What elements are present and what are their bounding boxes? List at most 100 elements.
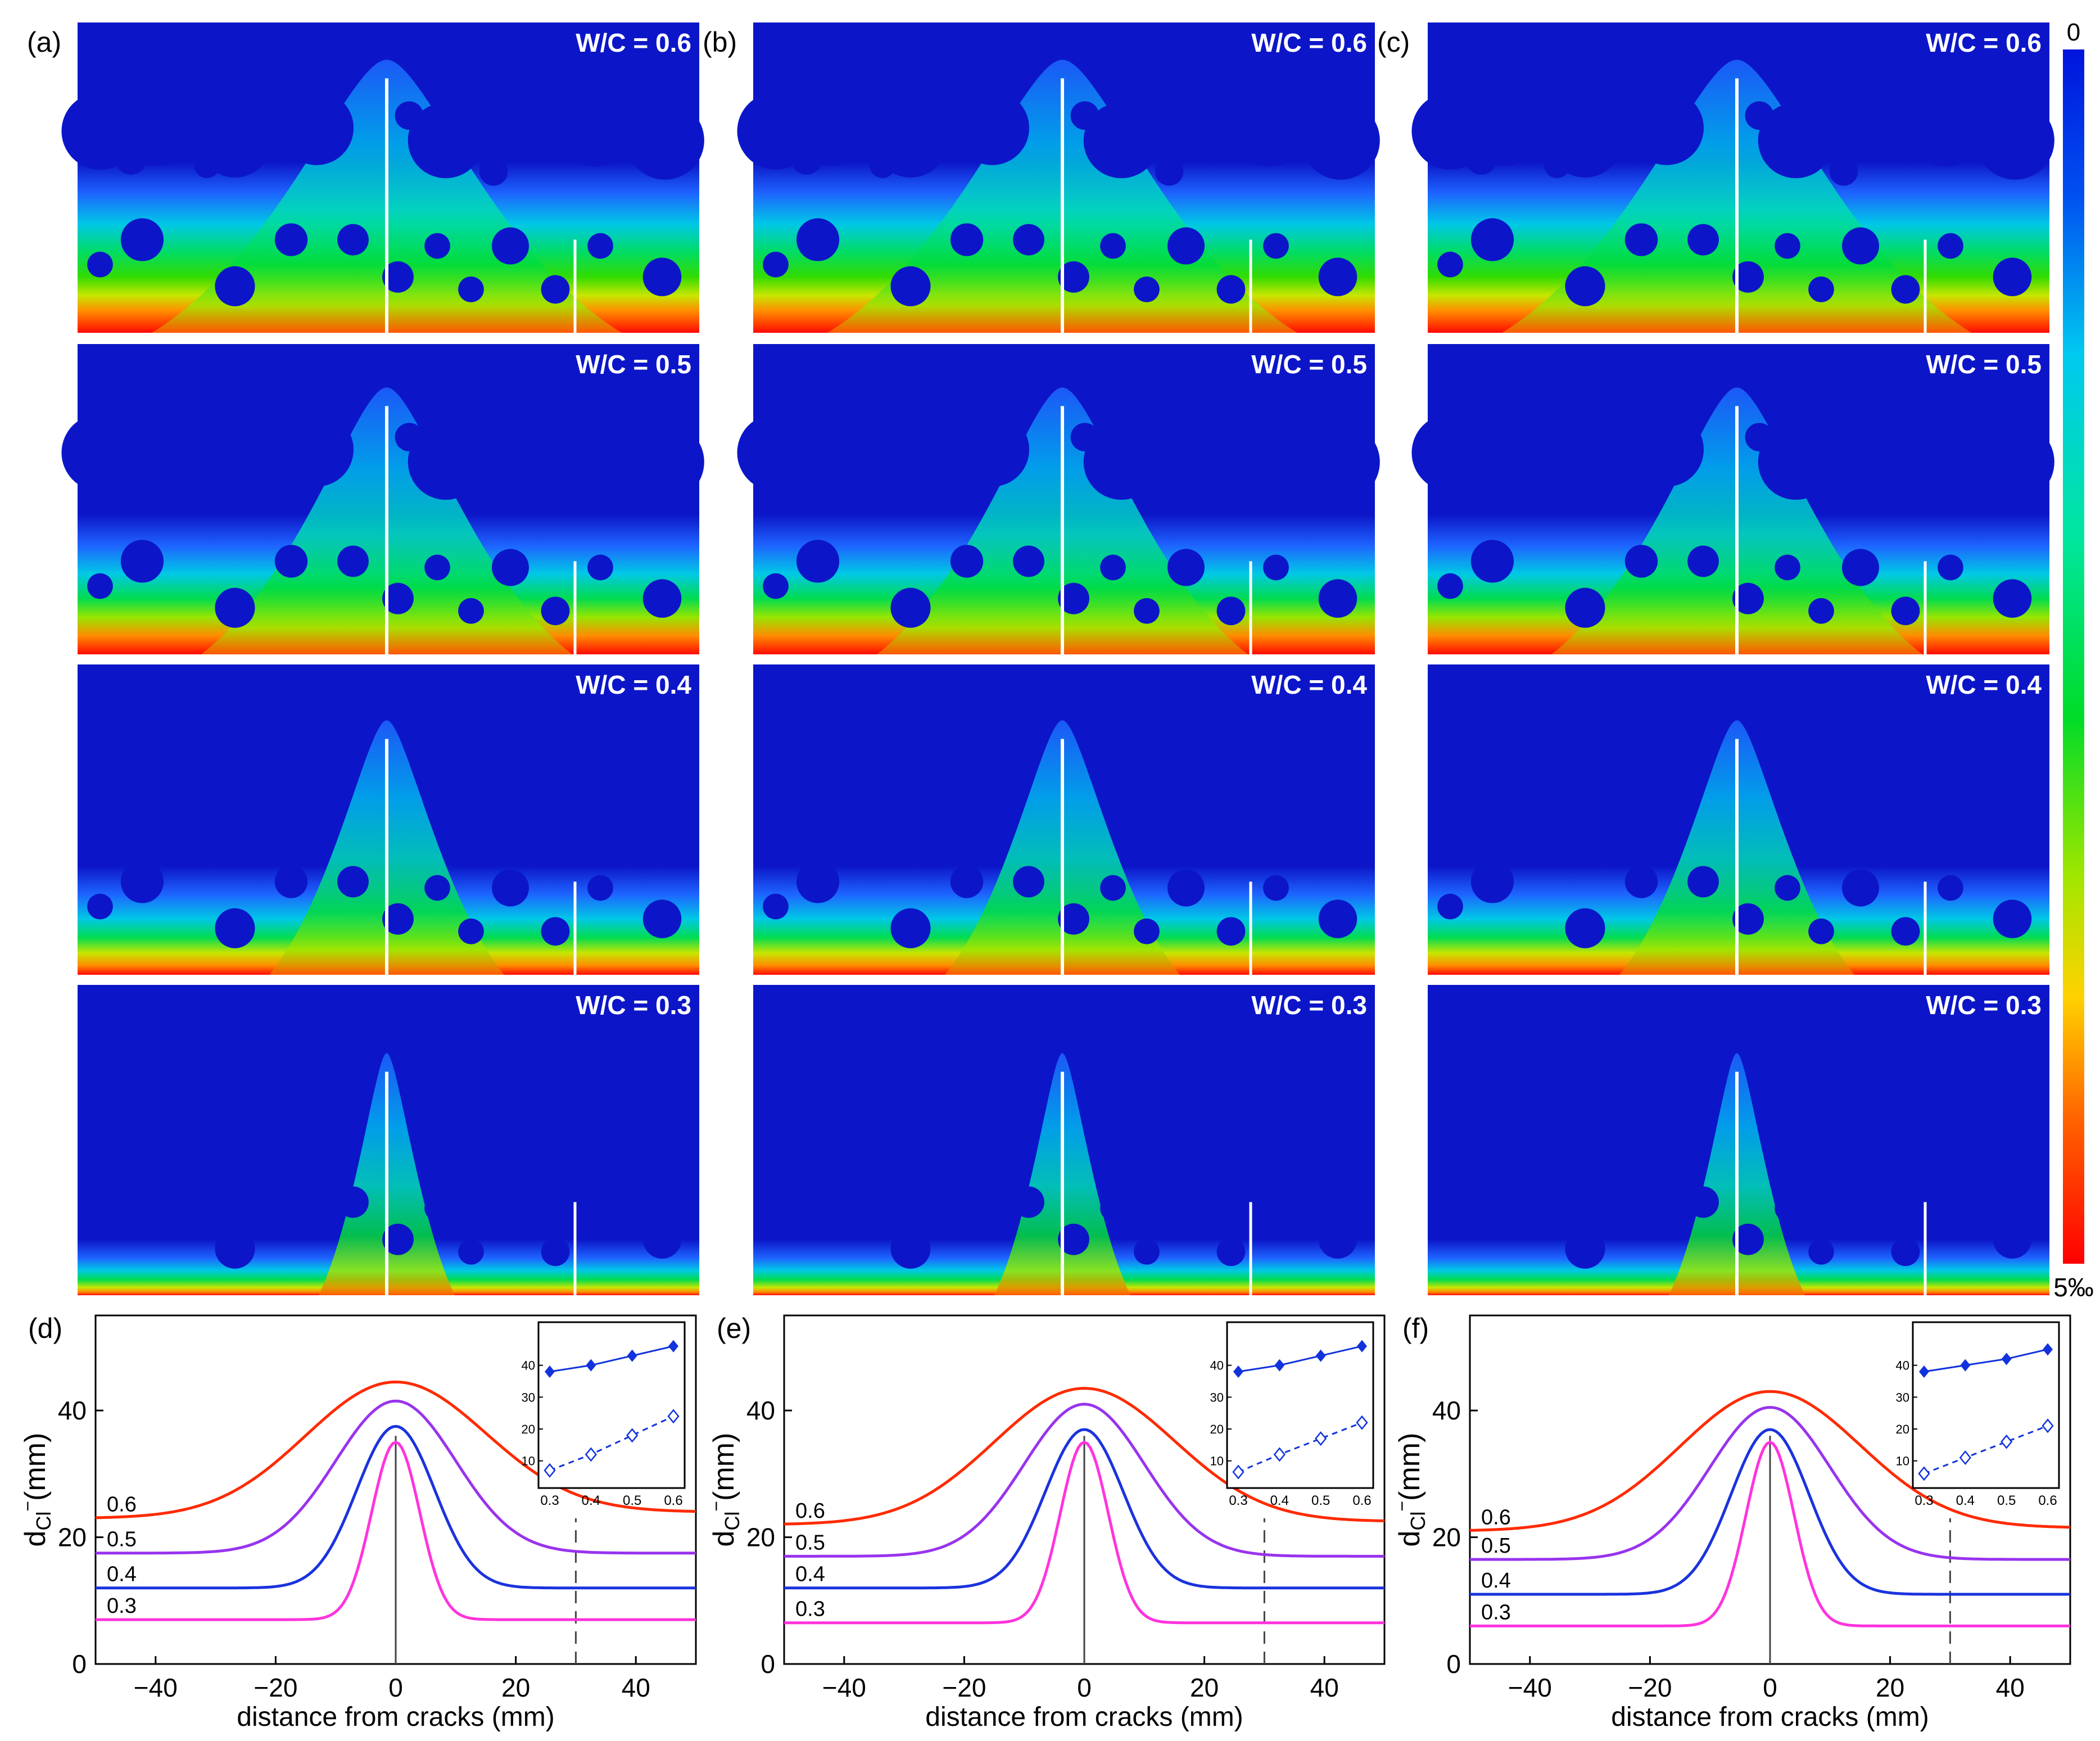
x-tick-label: −40: [1508, 1673, 1552, 1702]
aggregate-particle: [1565, 1228, 1605, 1269]
aggregate-particle: [491, 1190, 529, 1227]
aggregate-particle: [642, 579, 682, 618]
aggregate-particle: [1993, 257, 2032, 296]
aggregate-particle: [541, 917, 570, 946]
aggregate-particle: [556, 89, 633, 167]
inset-x-tick-label: 0.3: [540, 1493, 559, 1508]
contour-panel-a-3: W/C = 0.4: [78, 664, 699, 975]
colorbar: 0 5‰: [2053, 19, 2094, 1302]
aggregate-particle: [950, 865, 984, 898]
aggregate-particle: [1083, 102, 1160, 179]
series-label-0-6: 0.6: [795, 1499, 825, 1523]
inset-chart: 0.3 0.4 0.5 0.6 10 20 30 40: [522, 1321, 686, 1508]
aggregate-particle: [1732, 1223, 1764, 1255]
series-label-0-3: 0.3: [1481, 1600, 1511, 1624]
aggregate-particle: [274, 545, 308, 578]
aggregate-particle: [1470, 1181, 1514, 1224]
aggregate-particle: [1100, 1195, 1126, 1222]
aggregate-particle: [870, 152, 895, 178]
inset-y-tick-label: 10: [1210, 1454, 1224, 1468]
wc-label: W/C = 0.5: [1251, 350, 1367, 379]
inset-baseline-marker: [1232, 1464, 1244, 1480]
series-line-0-6: [784, 1387, 1385, 1526]
aggregate-particle: [1808, 1238, 1834, 1265]
aggregate-particle: [1732, 903, 1764, 935]
series-line-0-3: [784, 1440, 1384, 1625]
aggregate-particle: [1565, 587, 1605, 628]
inset-y-tick-label: 30: [1210, 1390, 1224, 1404]
aggregate-particle: [890, 587, 931, 628]
aggregate-particle: [1100, 554, 1126, 581]
x-tick-label: 40: [1310, 1673, 1339, 1702]
aggregate-particle: [1624, 223, 1658, 256]
aggregate-particle: [491, 549, 529, 586]
aggregate-particle: [1058, 1223, 1089, 1255]
series-label-0-5: 0.5: [1481, 1534, 1511, 1558]
aggregate-particle: [1629, 91, 1704, 165]
contour-panel-c-2: W/C = 0.5: [1411, 344, 2054, 654]
y-axis-label-main: d: [708, 1531, 740, 1547]
aggregate-particle: [1100, 233, 1126, 259]
aggregate-particle: [382, 1223, 414, 1255]
aggregate-particle: [1976, 422, 2054, 501]
aggregate-particle: [1732, 261, 1764, 293]
aggregate-particle: [1155, 478, 1184, 508]
y-tick-label: 0: [1446, 1649, 1461, 1679]
y-axis-label-main: d: [19, 1531, 52, 1547]
aggregate-particle: [215, 908, 255, 948]
y-axis-label: dCl−(mm): [706, 1433, 744, 1547]
inset-y-tick-label: 40: [522, 1359, 535, 1373]
wc-label: W/C = 0.4: [1926, 670, 2042, 699]
inset-y-tick-label: 10: [522, 1454, 535, 1468]
inset-x-tick-label: 0.4: [1956, 1493, 1975, 1508]
inset-y-tick-label: 10: [1896, 1454, 1909, 1468]
aggregate-particle: [382, 582, 414, 614]
aggregate-particle: [1232, 411, 1309, 489]
aggregate-particle: [1841, 227, 1880, 265]
aggregate-particle: [1013, 545, 1044, 577]
y-axis-label-sup: −: [17, 1501, 38, 1512]
series-line-0-3: [1470, 1440, 2070, 1627]
aggregate-particle: [87, 251, 113, 278]
y-tick-label: 40: [1432, 1396, 1461, 1425]
x-axis-label: distance from cracks (mm): [237, 1702, 554, 1732]
series-label-0-3: 0.3: [107, 1594, 137, 1618]
aggregate-particle: [491, 227, 529, 265]
aggregate-particle: [1318, 579, 1357, 618]
inset-peak-marker: [1315, 1349, 1326, 1362]
aggregate-particle: [642, 257, 682, 296]
aggregate-particle: [1013, 866, 1044, 898]
inset-x-tick-label: 0.4: [1270, 1493, 1289, 1508]
aggregate-particle: [626, 422, 704, 501]
series-line-0-4: [96, 1425, 696, 1590]
aggregate-particle: [1565, 908, 1605, 948]
aggregate-particle: [215, 587, 255, 628]
aggregate-particle: [642, 899, 682, 938]
aggregate-particle: [1775, 875, 1800, 901]
inset-peak-line: [549, 1345, 674, 1373]
contour-grid: (a) W/C = 0.6 W/C = 0.5 W/C = 0.4 W/C = 0.3 (…: [27, 22, 2054, 1295]
inset-peak-marker: [627, 1349, 637, 1362]
x-tick-label: 0: [1077, 1673, 1092, 1702]
aggregate-particle: [1629, 412, 1704, 487]
aggregate-particle: [1263, 554, 1289, 581]
inset-baseline-marker: [667, 1409, 680, 1424]
aggregate-particle: [1437, 1214, 1463, 1240]
aggregate-particle: [1829, 478, 1858, 508]
aggregate-particle: [215, 1228, 255, 1269]
aggregate-particle: [1083, 424, 1160, 500]
inset-baseline-marker: [544, 1463, 556, 1478]
aggregate-particle: [1687, 866, 1719, 898]
x-tick-label: −20: [1628, 1673, 1672, 1702]
aggregate-particle: [796, 860, 840, 903]
aggregate-particle: [1993, 579, 2032, 618]
aggregate-particle: [541, 275, 570, 304]
inset-x-tick-label: 0.6: [2038, 1493, 2057, 1508]
aggregate-particle: [1841, 549, 1880, 586]
series-line-0-3: [96, 1440, 696, 1621]
wc-label: W/C = 0.6: [1926, 28, 2042, 57]
aggregate-particle: [1603, 143, 1623, 163]
aggregate-particle: [1544, 152, 1570, 178]
inset-frame: [1226, 1321, 1374, 1489]
